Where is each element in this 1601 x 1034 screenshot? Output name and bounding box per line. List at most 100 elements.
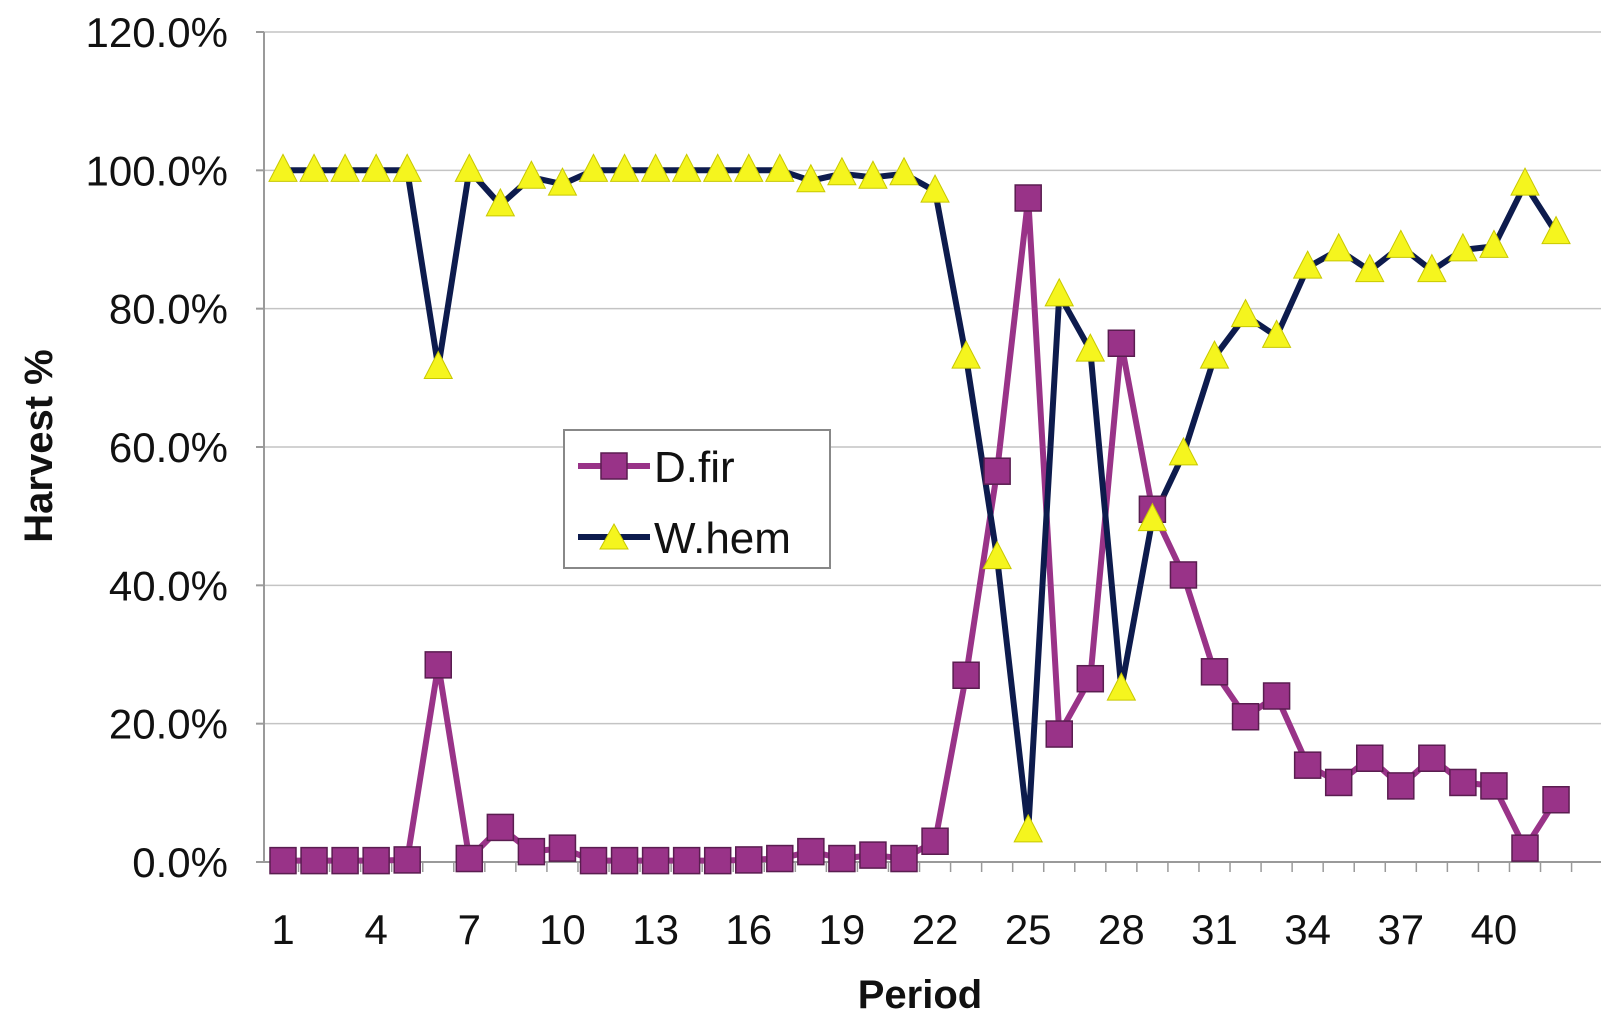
x-tick-label: 7 [458,906,481,953]
data-point-w-hem [1417,253,1447,283]
y-tick-label: 80.0% [109,286,228,333]
y-tick-label: 100.0% [86,147,228,194]
x-tick-label: 28 [1098,906,1145,953]
data-point-d-fir [1200,658,1229,686]
series-markers [268,153,1571,875]
data-point-w-hem [1168,436,1199,466]
legend-dfir-label: D.fir [654,443,735,492]
data-point-w-hem [1261,319,1292,348]
data-point-w-hem [889,156,919,186]
data-point-w-hem [827,156,857,186]
data-point-w-hem [1292,250,1323,279]
data-point-d-fir [1449,768,1477,797]
gridlines [256,31,1601,863]
data-point-w-hem [1106,671,1137,701]
x-tick-label: 1 [271,906,294,953]
data-point-w-hem [733,153,764,182]
x-tick-marks [297,862,1573,872]
data-point-w-hem [1510,167,1540,196]
data-point-w-hem [858,160,888,189]
data-point-w-hem [951,339,981,369]
x-tick-label: 37 [1377,906,1424,953]
data-point-w-hem [485,187,516,217]
x-axis-title: Period [858,973,982,1017]
data-point-w-hem [1137,502,1168,532]
data-point-d-fir [1356,744,1384,772]
data-point-d-fir [672,846,701,875]
data-point-d-fir [1542,786,1570,814]
data-point-d-fir [424,651,452,679]
x-tick-label: 31 [1191,906,1238,953]
data-point-d-fir [1262,682,1291,710]
data-point-d-fir [1231,703,1260,731]
x-tick-labels: 1 4 7 10 13 16 19 22 25 28 31 34 37 40 [271,906,1517,953]
data-point-d-fir [455,844,484,873]
data-point-d-fir [517,837,546,866]
data-point-w-hem [1044,277,1075,307]
data-point-w-hem [609,153,640,182]
x-tick-label: 13 [632,906,679,953]
data-point-d-fir [1169,561,1198,589]
data-point-d-fir [1014,184,1042,212]
data-point-w-hem [1448,232,1478,262]
data-point-w-hem [1354,253,1385,283]
data-point-d-fir [269,846,297,875]
data-point-d-fir [766,844,794,873]
data-point-d-fir [300,846,328,875]
data-point-w-hem [1230,298,1261,328]
data-point-w-hem [299,153,329,182]
data-point-d-fir [703,846,732,875]
data-point-w-hem [920,173,950,203]
data-point-w-hem [423,350,454,379]
y-tick-label: 0.0% [132,839,228,886]
data-point-d-fir [735,846,763,874]
data-point-d-fir [486,813,515,842]
y-tick-label: 60.0% [109,424,228,471]
data-point-w-hem [1075,333,1106,362]
data-point-w-hem [702,153,733,182]
legend-whem-marker [599,522,629,550]
data-point-d-fir [1511,834,1539,862]
data-point-w-hem [1013,813,1044,843]
data-point-w-hem [578,153,609,182]
x-tick-label: 34 [1284,906,1331,953]
data-point-d-fir [641,846,670,875]
data-point-d-fir [1387,772,1415,800]
data-point-w-hem [1479,229,1509,258]
data-point-d-fir [1076,664,1105,693]
legend-dfir-marker [600,452,628,480]
data-point-d-fir [1045,720,1073,748]
x-tick-label: 22 [912,906,959,953]
x-tick-label: 40 [1471,906,1518,953]
data-point-w-hem [1199,339,1230,369]
data-point-d-fir [859,841,887,869]
y-tick-label: 20.0% [109,701,228,748]
legend-whem-label: W.hem [654,514,791,563]
x-tick-label: 16 [725,906,772,953]
data-point-d-fir [1324,768,1353,797]
data-point-d-fir [921,827,949,855]
data-point-d-fir [579,846,608,875]
data-point-w-hem [454,153,485,182]
data-point-w-hem [1385,229,1416,258]
data-point-d-fir [548,834,577,862]
data-point-w-hem [764,153,795,182]
x-tick-label: 19 [819,906,866,953]
data-point-w-hem [361,153,391,182]
data-point-w-hem [547,167,578,196]
data-point-d-fir [890,844,918,873]
data-point-w-hem [1541,215,1571,245]
data-point-w-hem [516,160,547,189]
x-tick-label: 10 [539,906,586,953]
data-point-w-hem [671,153,702,182]
data-point-w-hem [330,153,360,182]
data-point-d-fir [797,837,825,866]
data-point-d-fir [828,844,856,873]
data-point-d-fir [610,846,639,875]
data-point-w-hem [640,153,671,182]
data-point-d-fir [983,457,1011,485]
y-axis-title: Harvest % [17,349,61,542]
data-point-d-fir [362,846,390,875]
x-tick-label: 4 [364,906,387,953]
y-tick-label: 40.0% [109,562,228,609]
